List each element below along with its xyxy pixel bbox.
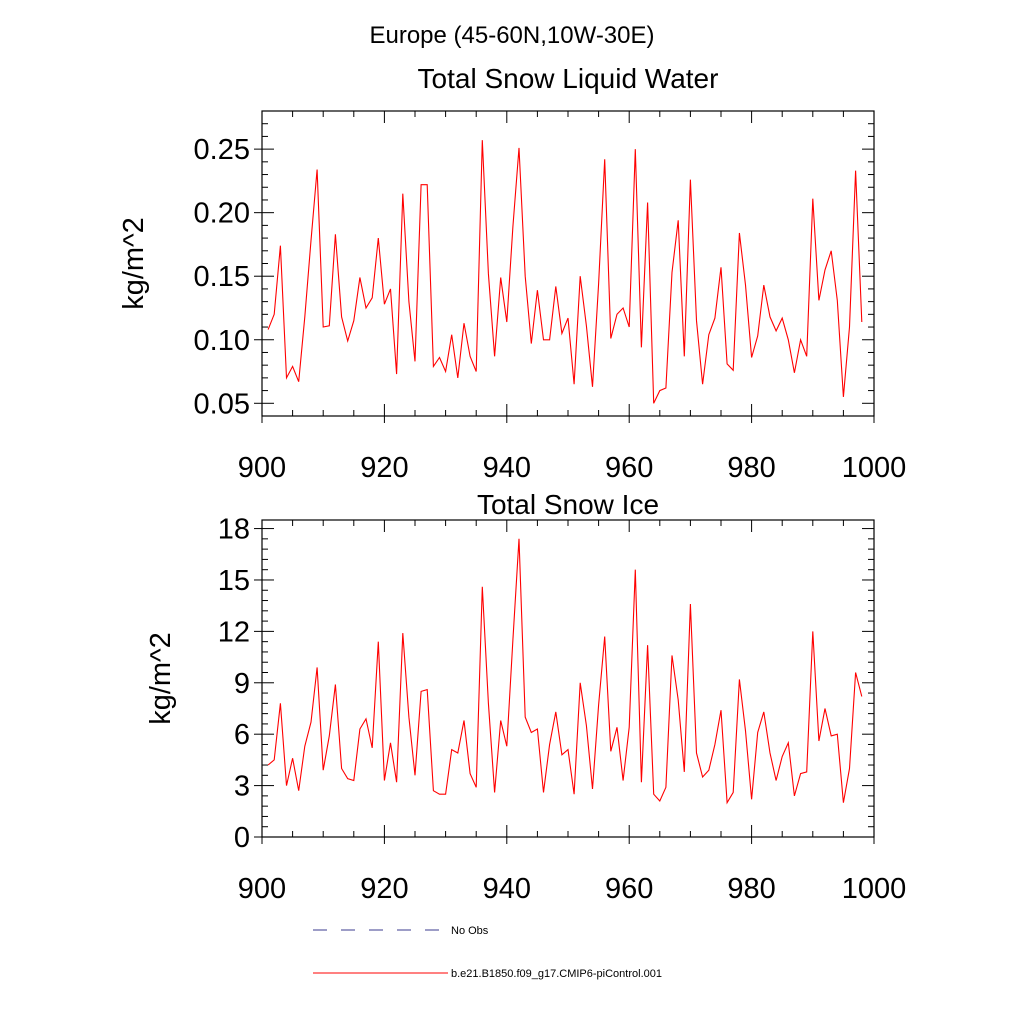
x-tick-label: 980 (727, 873, 775, 905)
legend: No Obs b.e21.B1850.f09_g17.CMIP6-piContr… (313, 925, 662, 980)
x-tick-label: 920 (360, 873, 408, 905)
legend-label-model: b.e21.B1850.f09_g17.CMIP6-piControl.001 (451, 968, 662, 980)
y-tick-label: 3 (234, 771, 250, 803)
y-axis-label: kg/m^2 (118, 217, 150, 310)
y-tick-label: 12 (218, 616, 250, 648)
y-tick-label: 0.25 (194, 134, 250, 166)
x-tick-label: 980 (727, 452, 775, 484)
y-tick-label: 18 (218, 514, 250, 546)
y-tick-label: 0.15 (194, 261, 250, 293)
x-tick-label: 900 (238, 452, 286, 484)
plot-frame (261, 519, 875, 838)
figure-title: Europe (45-60N,10W-30E) (369, 22, 654, 49)
x-tick-label: 940 (483, 873, 531, 905)
panel-snow-ice: Total Snow Ice 900 920 940 960 980 1000 0 3 6 9 12… (145, 489, 906, 905)
y-tick-label: 0.05 (194, 388, 250, 420)
x-tick-label: 960 (605, 452, 653, 484)
panel-title: Total Snow Ice (477, 489, 659, 520)
y-tick-label: 15 (218, 565, 250, 597)
y-tick-label: 0.20 (194, 198, 250, 230)
series-line (267, 140, 863, 404)
x-tick-label: 1000 (842, 873, 907, 905)
x-tick-label: 920 (360, 452, 408, 484)
plot-frame (261, 110, 875, 417)
series-line (267, 538, 863, 805)
y-tick-label: 6 (234, 719, 250, 751)
y-axis-label: kg/m^2 (145, 632, 177, 725)
y-tick-label: 0.10 (194, 325, 250, 357)
panel-title: Total Snow Liquid Water (418, 63, 719, 94)
legend-label-no-obs: No Obs (451, 925, 489, 937)
y-tick-label: 0 (234, 822, 250, 854)
x-tick-label: 960 (605, 873, 653, 905)
x-tick-label: 940 (483, 452, 531, 484)
y-tick-label: 9 (234, 668, 250, 700)
panel-snow-liquid-water: Total Snow Liquid Water 900 920 940 960 980 1… (118, 63, 906, 484)
x-tick-label: 900 (238, 873, 286, 905)
x-tick-label: 1000 (842, 452, 907, 484)
